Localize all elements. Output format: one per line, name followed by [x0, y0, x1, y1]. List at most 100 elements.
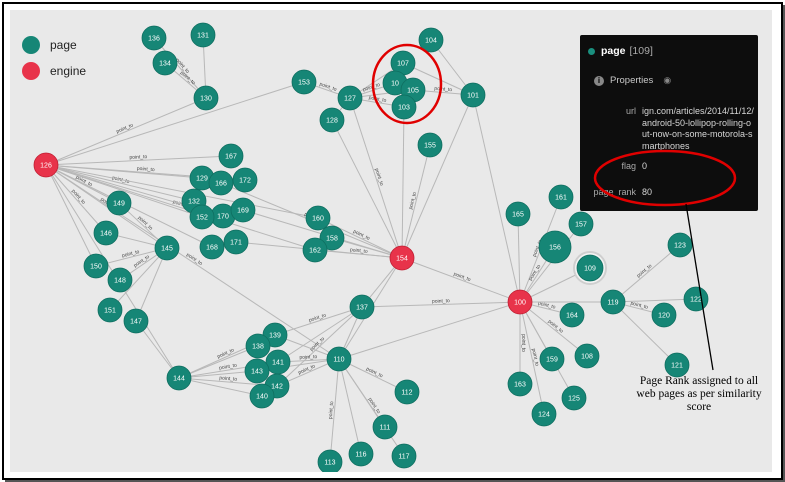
edge-100-165[interactable]	[517, 213, 521, 303]
edge-130-136[interactable]	[153, 37, 207, 99]
edge-110-116[interactable]	[338, 358, 362, 455]
page-node-140[interactable]: 140	[249, 383, 275, 409]
edge-144-143[interactable]	[178, 370, 258, 379]
edge-100-157[interactable]	[519, 223, 582, 303]
page-node-150[interactable]: 150	[83, 253, 109, 279]
edge-126-132[interactable]	[45, 164, 195, 202]
page-node-148[interactable]: 148	[107, 267, 133, 293]
edge-137-142[interactable]	[276, 306, 363, 387]
page-node-121[interactable]: 121	[664, 352, 690, 378]
page-node-101[interactable]: 101	[460, 82, 486, 108]
edge-154-101[interactable]	[401, 94, 474, 259]
edge-154-160[interactable]	[317, 217, 403, 259]
page-node-161[interactable]: 161	[548, 184, 574, 210]
page-node-116[interactable]: 116	[348, 441, 374, 467]
edge-145-151[interactable]	[109, 247, 168, 311]
page-node-103[interactable]: 103	[391, 94, 417, 120]
page-node-117[interactable]: 117	[391, 443, 417, 469]
edge-144-138[interactable]	[178, 345, 259, 379]
page-node-109[interactable]: 109	[573, 251, 607, 285]
edge-100-101[interactable]	[472, 94, 521, 303]
page-node-163[interactable]: 163	[507, 371, 533, 397]
page-node-134[interactable]: 134	[152, 50, 178, 76]
page-node-110[interactable]: 110	[326, 346, 352, 372]
page-node-169[interactable]: 169	[230, 197, 256, 223]
page-node-143[interactable]: 143	[244, 358, 270, 384]
page-node-119[interactable]: 119	[600, 289, 626, 315]
edge-101-107[interactable]	[402, 62, 474, 96]
edge-154-127[interactable]	[349, 97, 403, 259]
engine-node-100[interactable]: 100	[507, 289, 533, 315]
page-node-171[interactable]: 171	[223, 229, 249, 255]
page-node-138[interactable]: 138	[245, 333, 271, 359]
edge-100-108[interactable]	[519, 301, 588, 357]
page-node-162[interactable]: 162	[302, 237, 328, 263]
edge-119-121[interactable]	[612, 301, 678, 366]
engine-node-126[interactable]: 126	[33, 152, 59, 178]
page-node-156[interactable]: 156	[538, 230, 572, 264]
edge-100-124[interactable]	[519, 301, 545, 415]
edge-100-137[interactable]	[361, 301, 521, 308]
page-node-104[interactable]: 104	[418, 27, 444, 53]
page-node-120[interactable]: 120	[651, 302, 677, 328]
page-node-151[interactable]: 151	[97, 297, 123, 323]
page-node-145[interactable]: 145	[154, 235, 180, 261]
page-node-124[interactable]: 124	[531, 401, 557, 427]
page-node-158[interactable]: 158	[319, 225, 345, 251]
page-node-153[interactable]: 153	[291, 69, 317, 95]
page-node-164[interactable]: 164	[559, 302, 585, 328]
edge-126-162[interactable]	[45, 164, 316, 251]
edge-110-113[interactable]	[329, 358, 340, 463]
page-node-160[interactable]: 160	[305, 205, 331, 231]
page-node-123[interactable]: 123	[667, 232, 693, 258]
edge-144-140[interactable]	[178, 377, 263, 397]
page-node-108[interactable]: 108	[574, 343, 600, 369]
graph-svg[interactable]: point_topoint_topoint_topoint_topoint_to…	[10, 10, 772, 472]
page-node-165[interactable]: 165	[505, 201, 531, 227]
page-node-159[interactable]: 159	[539, 346, 565, 372]
page-node-137[interactable]: 137	[349, 294, 375, 320]
edge-119-122[interactable]	[612, 298, 697, 303]
edge-126-153[interactable]	[45, 81, 305, 166]
edge-126-160[interactable]	[45, 164, 319, 219]
page-node-149[interactable]: 149	[106, 190, 132, 216]
page-node-144[interactable]: 144	[166, 365, 192, 391]
eye-icon[interactable]: ◉	[663, 75, 672, 85]
page-node-131[interactable]: 131	[190, 22, 216, 48]
edge-137-141[interactable]	[277, 306, 363, 363]
legend-item-engine[interactable]: engine	[22, 58, 86, 84]
edge-126-110[interactable]	[45, 164, 340, 360]
page-node-152[interactable]: 152	[189, 204, 215, 230]
page-node-136[interactable]: 136	[141, 25, 167, 51]
edge-137-139[interactable]	[274, 306, 363, 336]
edge-119-123[interactable]	[612, 244, 681, 303]
page-node-113[interactable]: 113	[317, 449, 343, 472]
page-node-147[interactable]: 147	[123, 308, 149, 334]
edge-154-100[interactable]	[401, 257, 521, 303]
page-node-168[interactable]: 168	[199, 234, 225, 260]
engine-node-154[interactable]: 154	[389, 245, 415, 271]
edge-126-130[interactable]	[45, 97, 207, 166]
edge-110-117[interactable]	[338, 358, 405, 457]
page-node-167[interactable]: 167	[218, 143, 244, 169]
page-node-112[interactable]: 112	[394, 379, 420, 405]
page-node-127[interactable]: 127	[337, 85, 363, 111]
graph-canvas[interactable]: point_to point_to point_to point_to point_to…	[10, 10, 772, 472]
page-node-157[interactable]: 157	[568, 211, 594, 237]
edge-154-155[interactable]	[401, 144, 431, 259]
page-node-155[interactable]: 155	[417, 132, 443, 158]
edge-145-147[interactable]	[135, 247, 168, 322]
edge-154-103[interactable]	[401, 106, 405, 259]
properties-header[interactable]: i Properties ◉	[594, 75, 671, 86]
legend-item-page[interactable]: page	[22, 32, 86, 58]
page-node-128[interactable]: 128	[319, 107, 345, 133]
page-node-122[interactable]: 122	[683, 286, 709, 312]
edge-126-167[interactable]	[45, 155, 232, 166]
page-node-146[interactable]: 146	[93, 220, 119, 246]
edge-126-150[interactable]	[45, 164, 97, 267]
page-node-125[interactable]: 125	[561, 385, 587, 411]
page-node-141[interactable]: 141	[265, 349, 291, 375]
edge-110-112[interactable]	[338, 358, 408, 393]
page-node-172[interactable]: 172	[232, 167, 258, 193]
edge-154-128[interactable]	[331, 119, 403, 259]
